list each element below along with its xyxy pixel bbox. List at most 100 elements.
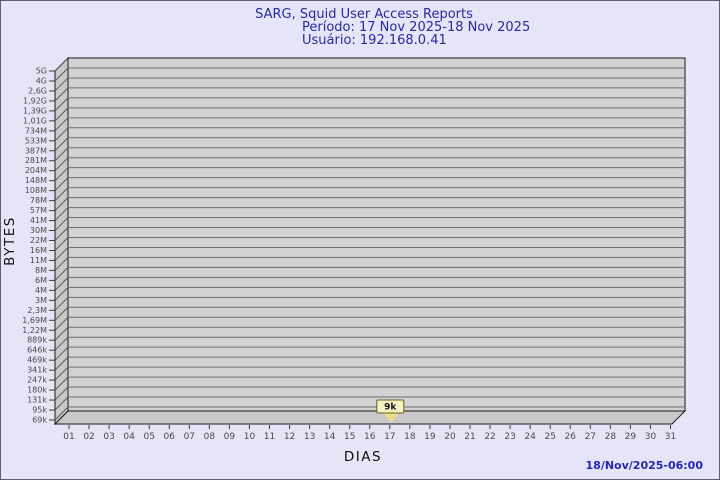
y-3d-connector: [54, 326, 69, 341]
data-point-markers: 9k: [376, 399, 405, 423]
y-3d-connector: [54, 127, 69, 142]
x-tick-label: 18: [404, 432, 416, 442]
x-tick-label: 31: [665, 432, 676, 442]
x-tick-label: 19: [424, 432, 436, 442]
y-3d-connector: [54, 396, 69, 411]
y-3d-connector: [54, 316, 69, 331]
y-3d-connector: [54, 207, 69, 221]
x-tick-label: 24: [524, 432, 536, 442]
y-3d-connector: [54, 346, 69, 361]
y-tick-label: 734M: [25, 126, 47, 135]
x-tick-label: 21: [464, 432, 475, 442]
y-tick-label: 69k: [32, 416, 47, 425]
x-tick-label: 20: [444, 432, 456, 442]
x-tick-label: 30: [645, 432, 657, 442]
marker-value-label: 9k: [384, 403, 397, 413]
y-axis-ticks: [49, 70, 55, 421]
y-3d-connector: [54, 97, 69, 112]
grid-lines: [68, 67, 685, 408]
y-tick-label: 148M: [25, 176, 47, 185]
y-tick-label: 22M: [30, 236, 47, 245]
y-tick-label: 16M: [30, 246, 47, 255]
y-3d-connector: [54, 227, 69, 241]
y-3d-connector: [54, 296, 69, 311]
y-tick-label: 247k: [27, 376, 47, 385]
x-tick-label: 08: [204, 432, 216, 442]
y-3d-connector: [54, 336, 69, 351]
x-tick-label: 03: [103, 432, 114, 442]
y-3d-connector: [54, 356, 69, 371]
x-tick-label: 11: [264, 432, 275, 442]
y-3d-connector: [54, 87, 69, 102]
x-tick-label: 06: [164, 432, 176, 442]
y-3d-connector: [54, 247, 69, 261]
y-3d-connector: [54, 277, 69, 291]
y-tick-label: 3M: [35, 296, 47, 305]
y-3d-connector: [54, 57, 69, 72]
y-3d-connector: [54, 167, 69, 182]
y-3d-connector: [54, 267, 69, 281]
y-3d-connector: [54, 187, 69, 201]
x-tick-label: 23: [504, 432, 515, 442]
x-tick-label: 29: [625, 432, 637, 442]
y-tick-label: 4G: [36, 76, 47, 85]
y-tick-label: 281M: [25, 156, 47, 165]
x-tick-label: 12: [284, 432, 295, 442]
x-axis-tick-labels: 01 02 03 04 05 06 07 08 09 10 11 12 13 14 15 16 17 18 19 20…: [63, 432, 676, 442]
plot-back-wall: [67, 57, 686, 412]
y-tick-label: 4M: [35, 286, 47, 295]
marker-pointer: [382, 413, 399, 423]
x-tick-label: 14: [324, 432, 336, 442]
y-tick-label: 204M: [25, 166, 47, 175]
y-tick-label: 131k: [27, 396, 47, 405]
x-tick-label: 22: [484, 432, 495, 442]
y-tick-label: 11M: [30, 256, 47, 265]
y-tick-label: 180k: [27, 386, 47, 395]
y-tick-label: 1,92G: [23, 96, 47, 105]
y-tick-label: 1,22M: [22, 326, 47, 335]
chart-user: Usuário: 192.168.0.41: [302, 33, 447, 48]
x-tick-label: 10: [244, 432, 256, 442]
x-axis-ticks: [68, 425, 671, 429]
y-3d-connector: [54, 177, 69, 192]
y-tick-label: 8M: [35, 266, 47, 275]
y-tick-label: 95k: [32, 406, 47, 415]
y-3d-connector: [54, 107, 69, 122]
y-3d-connector: [54, 67, 69, 82]
x-tick-label: 16: [364, 432, 376, 442]
y-tick-label: 41M: [30, 216, 47, 225]
y-tick-label: 533M: [25, 136, 47, 145]
x-tick-label: 09: [224, 432, 236, 442]
report-timestamp: 18/Nov/2025-06:00: [586, 459, 704, 472]
x-tick-label: 02: [83, 432, 94, 442]
y-3d-connector: [54, 286, 69, 301]
y-tick-label: 6M: [35, 276, 47, 285]
y-3d-connector: [54, 147, 69, 162]
x-tick-label: 01: [63, 432, 74, 442]
y-tick-label: 78M: [30, 196, 47, 205]
x-axis-title: DIAS: [344, 449, 382, 465]
y-tick-label: 387M: [25, 146, 47, 155]
y-tick-label: 341k: [27, 366, 47, 375]
y-3d-connector: [54, 197, 69, 211]
y-axis-title: BYTES: [2, 216, 18, 266]
x-tick-label: 15: [344, 432, 355, 442]
y-3d-connector: [54, 376, 69, 391]
chart-period: Período: 17 Nov 2025-18 Nov 2025: [302, 20, 530, 35]
y-3d-connector: [54, 157, 69, 172]
y-3d-connector: [54, 237, 69, 251]
y-tick-label: 57M: [30, 206, 47, 215]
x-tick-label: 17: [384, 432, 395, 442]
y-3d-connector: [54, 137, 69, 152]
x-tick-label: 26: [565, 432, 577, 442]
y-3d-connector: [54, 257, 69, 271]
y-axis-3d-connectors: [54, 57, 69, 421]
y-tick-label: 30M: [30, 226, 47, 235]
y-3d-connector: [54, 77, 69, 92]
y-tick-label: 1,01G: [23, 116, 47, 125]
x-tick-label: 07: [184, 432, 195, 442]
y-tick-label: 108M: [25, 186, 47, 195]
x-tick-label: 25: [544, 432, 555, 442]
